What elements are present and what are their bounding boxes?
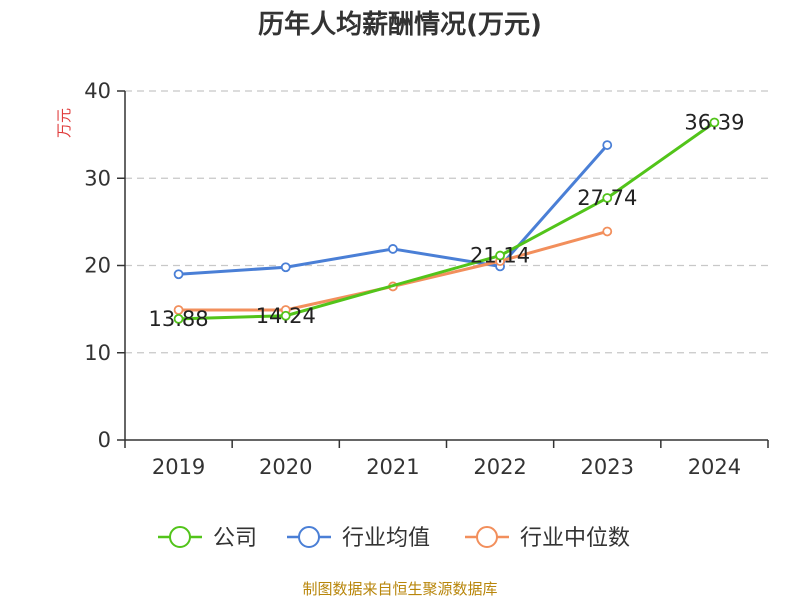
chart-title: 历年人均薪酬情况(万元) (258, 9, 542, 40)
y-tick-label: 10 (84, 341, 111, 365)
x-tick-label: 2024 (688, 455, 741, 479)
y-tick-label: 0 (98, 428, 111, 452)
data-label: 21.14 (470, 244, 530, 268)
legend-item-0[interactable]: 公司 (158, 526, 257, 551)
series-line-1 (178, 144, 609, 276)
x-tick-label: 2020 (259, 455, 312, 479)
data-point-1-1[interactable] (280, 262, 291, 273)
data-label: 14.24 (256, 304, 316, 328)
legend-item-2[interactable]: 行业中位数 (465, 526, 630, 551)
legend[interactable]: 公司 行业均值 行业中位数 (158, 526, 630, 551)
data-point-2-4[interactable] (602, 226, 613, 237)
series-lines (173, 117, 720, 324)
x-tick-label: 2021 (366, 455, 419, 479)
data-point-1-4[interactable] (602, 140, 613, 150)
data-label: 13.88 (149, 307, 209, 331)
x-tick-label: 2023 (581, 455, 634, 479)
legend-label: 行业均值 (342, 526, 430, 551)
y-axis-label: 万元 (55, 108, 73, 138)
data-point-1-0[interactable] (173, 269, 184, 280)
legend-label: 公司 (213, 526, 257, 551)
legend-marker (169, 526, 191, 548)
data-point-0-0[interactable] (173, 313, 184, 324)
y-tick-label: 20 (84, 254, 111, 278)
data-label: 27.74 (577, 186, 637, 210)
data-point-1-2[interactable] (388, 244, 398, 254)
legend-item-1[interactable]: 行业均值 (287, 526, 430, 551)
gridlines (125, 90, 768, 354)
y-tick-label: 30 (84, 166, 111, 190)
axes: 0 10 20 30 40 2019 2020 2021 2022 2023 2024 (84, 79, 769, 479)
legend-marker (298, 526, 320, 548)
data-point-0-1[interactable] (280, 310, 291, 321)
x-tick-label: 2019 (152, 455, 205, 479)
data-label: 36.39 (684, 110, 744, 134)
series-line-0 (178, 121, 716, 321)
data-point-0-4[interactable] (602, 193, 613, 203)
legend-marker (476, 526, 498, 548)
y-tick-label: 40 (84, 79, 111, 103)
legend-label: 行业中位数 (520, 526, 630, 551)
x-tick-label: 2022 (473, 455, 526, 479)
source-note: 制图数据来自恒生聚源数据库 (302, 580, 497, 598)
data-labels: 13.88 14.24 21.14 27.74 36.39 (149, 110, 745, 330)
data-point-0-3[interactable] (495, 250, 505, 261)
data-point-0-5[interactable] (709, 117, 720, 128)
